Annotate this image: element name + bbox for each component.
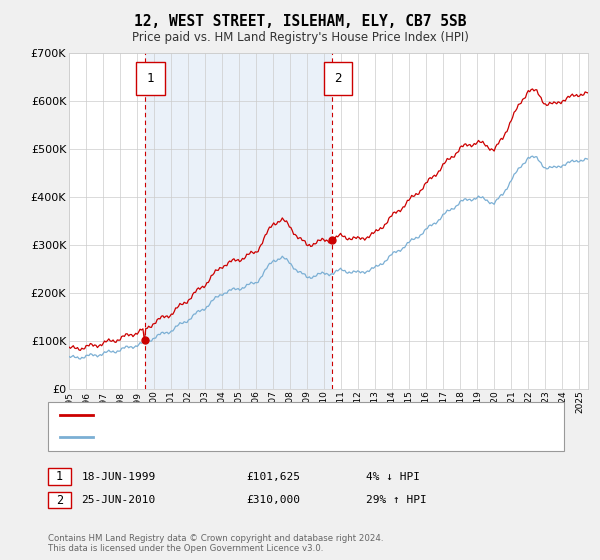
Text: Contains HM Land Registry data © Crown copyright and database right 2024.
This d: Contains HM Land Registry data © Crown c… bbox=[48, 534, 383, 553]
Text: 1: 1 bbox=[56, 470, 63, 483]
Text: 12, WEST STREET, ISLEHAM, ELY, CB7 5SB: 12, WEST STREET, ISLEHAM, ELY, CB7 5SB bbox=[134, 14, 466, 29]
Text: £310,000: £310,000 bbox=[246, 495, 300, 505]
Text: HPI: Average price, detached house, East Cambridgeshire: HPI: Average price, detached house, East… bbox=[99, 432, 429, 442]
Text: £101,625: £101,625 bbox=[246, 472, 300, 482]
Text: Price paid vs. HM Land Registry's House Price Index (HPI): Price paid vs. HM Land Registry's House … bbox=[131, 31, 469, 44]
FancyBboxPatch shape bbox=[324, 62, 352, 95]
Text: 25-JUN-2010: 25-JUN-2010 bbox=[82, 495, 156, 505]
Bar bbox=[145, 53, 332, 389]
Text: 1: 1 bbox=[147, 72, 154, 85]
Text: 29% ↑ HPI: 29% ↑ HPI bbox=[366, 495, 427, 505]
FancyBboxPatch shape bbox=[136, 62, 165, 95]
Text: 18-JUN-1999: 18-JUN-1999 bbox=[82, 472, 156, 482]
Text: 2: 2 bbox=[334, 72, 342, 85]
Text: 2: 2 bbox=[56, 493, 63, 507]
Text: 4% ↓ HPI: 4% ↓ HPI bbox=[366, 472, 420, 482]
Text: 12, WEST STREET, ISLEHAM, ELY, CB7 5SB (detached house): 12, WEST STREET, ISLEHAM, ELY, CB7 5SB (… bbox=[99, 410, 429, 420]
